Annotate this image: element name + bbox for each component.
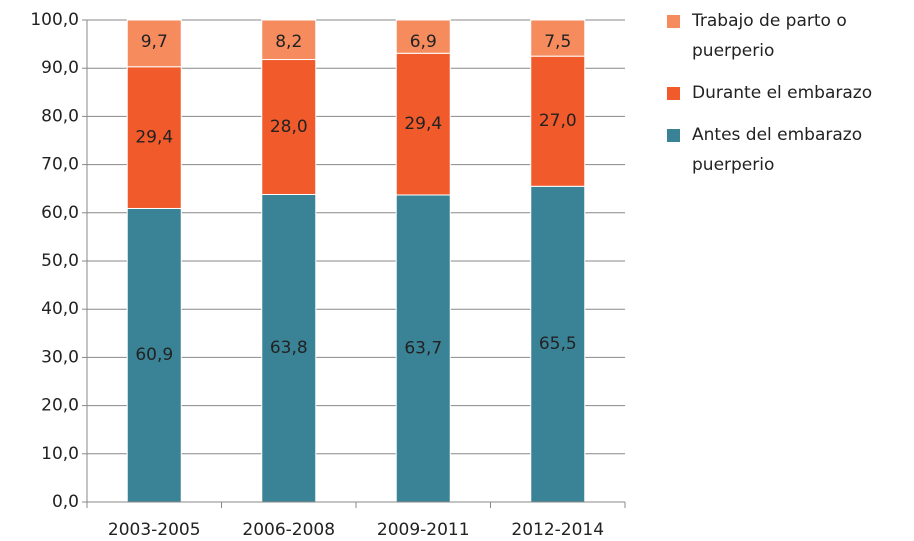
y-tick-label: 60,0 xyxy=(41,203,79,223)
data-label: 63,8 xyxy=(270,338,308,358)
y-tick-label: 50,0 xyxy=(41,251,79,271)
bar-segment xyxy=(126,66,182,209)
data-label: 60,9 xyxy=(135,345,173,365)
legend: Trabajo de parto o puerperio Durante el e… xyxy=(664,6,900,192)
x-tick-label: 2006-2008 xyxy=(242,520,335,540)
bar-segment xyxy=(126,207,182,503)
data-label: 29,4 xyxy=(135,128,173,148)
y-tick-label: 20,0 xyxy=(41,396,79,416)
data-label: 27,0 xyxy=(539,111,577,131)
x-tick-label: 2009-2011 xyxy=(377,520,470,540)
legend-swatch xyxy=(667,129,680,142)
legend-item: Antes del embarazo puerperio xyxy=(664,120,900,180)
legend-label: Durante el embarazo xyxy=(692,83,873,103)
y-tick-label: 40,0 xyxy=(41,299,79,319)
x-tick-label: 2012-2014 xyxy=(511,520,604,540)
legend-swatch xyxy=(667,87,680,100)
y-tick-label: 70,0 xyxy=(41,155,79,175)
y-tick-label: 10,0 xyxy=(41,444,79,464)
legend-label: Antes del embarazo puerperio xyxy=(692,125,863,175)
bar-segment xyxy=(395,194,451,503)
data-label: 6,9 xyxy=(410,32,437,52)
bar-segment xyxy=(530,55,586,187)
data-label: 65,5 xyxy=(539,334,577,354)
data-label: 63,7 xyxy=(404,338,442,358)
x-tick-label: 2003-2005 xyxy=(108,520,201,540)
y-tick-label: 90,0 xyxy=(41,58,79,78)
y-tick-label: 30,0 xyxy=(41,347,79,367)
bar-segment xyxy=(530,185,586,503)
y-tick-label: 80,0 xyxy=(41,106,79,126)
bar-segment xyxy=(261,193,317,503)
data-label: 9,7 xyxy=(141,32,168,52)
data-label: 28,0 xyxy=(270,117,308,137)
bar-segment xyxy=(395,52,451,196)
legend-label: Trabajo de parto o puerperio xyxy=(692,11,847,61)
data-label: 8,2 xyxy=(275,32,302,52)
data-label: 7,5 xyxy=(544,32,571,52)
legend-item: Trabajo de parto o puerperio xyxy=(664,6,900,66)
legend-swatch xyxy=(667,15,680,28)
y-tick-label: 100,0 xyxy=(30,10,79,30)
bar-segment xyxy=(530,19,586,57)
y-tick-label: 0,0 xyxy=(52,492,79,512)
data-label: 29,4 xyxy=(404,114,442,134)
bar-segment xyxy=(395,19,451,54)
bar-segment xyxy=(126,19,182,68)
bar-segment xyxy=(261,19,317,61)
legend-item: Durante el embarazo xyxy=(664,78,900,108)
